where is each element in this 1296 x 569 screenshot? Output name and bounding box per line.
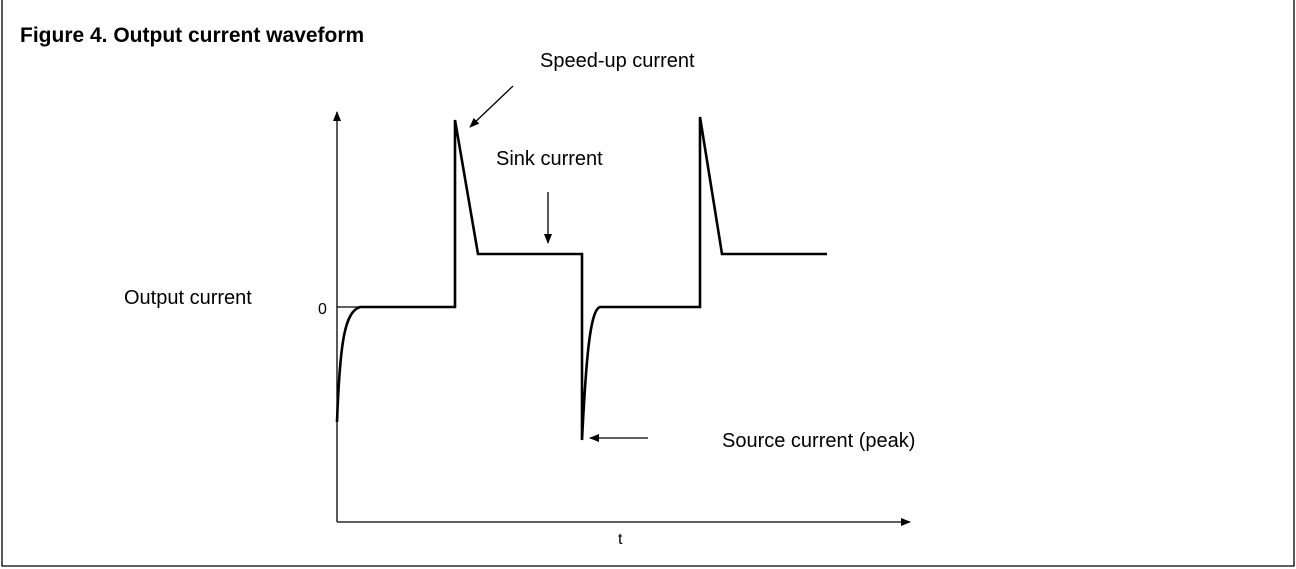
y-axis-label: Output current (124, 287, 252, 309)
sink-label: Sink current (496, 148, 603, 170)
title: Figure 4. Output current waveform (20, 24, 364, 47)
x-axis-label: t (618, 531, 623, 548)
waveform (335, 116, 827, 441)
source-label: Source current (peak) (722, 430, 915, 452)
speed-up-arrow (469, 85, 514, 128)
speed-up-label: Speed-up current (540, 50, 695, 72)
zero-label: 0 (318, 301, 327, 318)
